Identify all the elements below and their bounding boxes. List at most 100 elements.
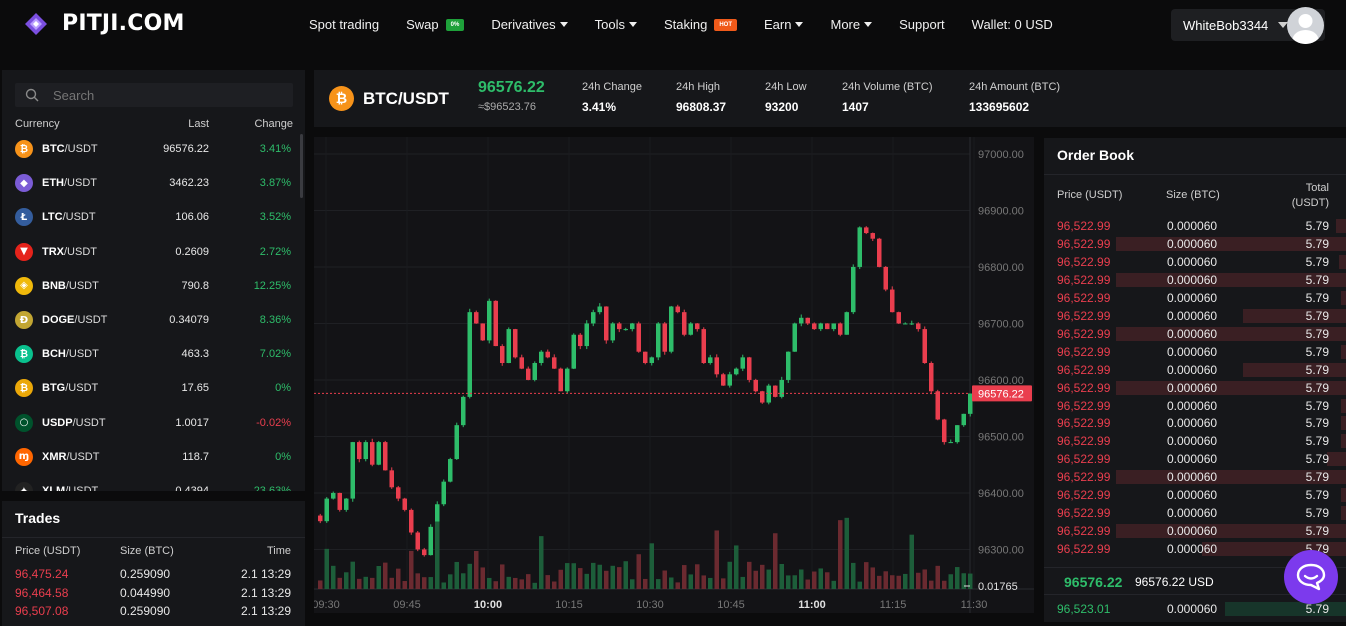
candle-body: [500, 346, 505, 363]
col-total-unit: (USDT): [1291, 197, 1329, 209]
candle-body: [610, 323, 615, 341]
ask-row[interactable]: 96,522.99 0.000060 5.79: [1057, 398, 1346, 415]
depth-bar: [1115, 236, 1346, 251]
ask-row[interactable]: 96,522.99 0.000060 5.79: [1057, 487, 1346, 504]
col-currency: Currency: [15, 118, 60, 130]
ask-row[interactable]: 96,522.99 0.000060 5.79: [1057, 308, 1346, 325]
ask-row[interactable]: 96,522.99 0.000060 5.79: [1057, 326, 1346, 343]
market-change: 23.63%: [253, 485, 291, 491]
candle-body: [786, 351, 791, 380]
market-row[interactable]: Ð DOGE/USDT 0.34079 8.36%: [15, 310, 293, 330]
volume-bar: [617, 567, 622, 589]
candle-body: [474, 312, 479, 324]
candle-body: [396, 487, 401, 499]
ask-row[interactable]: 96,522.99 0.000060 5.79: [1057, 254, 1346, 271]
candle-body: [656, 323, 661, 358]
market-change: 3.87%: [259, 177, 291, 190]
ask-row[interactable]: 96,522.99 0.000060 5.79: [1057, 380, 1346, 397]
nav-item-tools[interactable]: Tools: [595, 17, 637, 32]
candle-body: [929, 363, 934, 392]
nav-label: More: [830, 17, 861, 32]
y-tick-label: 97000.00: [978, 149, 1024, 161]
market-row[interactable]: ✦ XLM/USDT 0.4394 23.63%: [15, 481, 293, 491]
nav-item-wallet-0-usd[interactable]: Wallet: 0 USD: [972, 17, 1053, 32]
candle-body: [948, 442, 953, 444]
volume-bar: [649, 543, 654, 589]
col-price: Price (USDT): [1057, 189, 1123, 201]
candle-body: [623, 329, 628, 331]
stat-value: 1407: [842, 100, 869, 114]
market-scrollbar[interactable]: [300, 134, 303, 198]
pair-name[interactable]: BTC/USDT: [363, 89, 449, 108]
depth-bar: [1242, 362, 1346, 377]
ask-size: 0.000060: [1167, 506, 1218, 521]
volume-bar: [461, 573, 466, 589]
ask-row[interactable]: 96,522.99 0.000060 5.79: [1057, 505, 1346, 522]
market-row[interactable]: ◆ ETH/USDT 3462.23 3.87%: [15, 173, 293, 193]
ask-total: 5.79: [1305, 470, 1329, 485]
market-row[interactable]: ₿ BCH/USDT 463.3 7.02%: [15, 344, 293, 364]
nav-item-more[interactable]: More: [830, 17, 873, 32]
ask-row[interactable]: 96,522.99 0.000060 5.79: [1057, 451, 1346, 468]
trade-size: 0.259090: [120, 604, 171, 618]
candle-body: [695, 323, 700, 330]
candle-body: [324, 498, 329, 522]
caret-down-icon: [864, 22, 873, 27]
pair-base: DOGE: [42, 314, 75, 326]
ask-price: 96,522.99: [1057, 488, 1111, 503]
ask-row[interactable]: 96,522.99 0.000060 5.79: [1057, 362, 1346, 379]
search-input[interactable]: [53, 87, 273, 103]
ask-row[interactable]: 96,522.99 0.000060 5.79: [1057, 469, 1346, 486]
username: WhiteBob3344: [1183, 17, 1269, 33]
nav-item-derivatives[interactable]: Derivatives: [491, 17, 568, 32]
volume-bar: [435, 521, 440, 589]
nav-label: Derivatives: [491, 17, 556, 32]
market-row[interactable]: ▼ TRX/USDT 0.2609 2.72%: [15, 242, 293, 262]
ask-price: 96,522.99: [1057, 542, 1111, 557]
ask-row[interactable]: 96,522.99 0.000060 5.79: [1057, 433, 1346, 450]
nav-item-support[interactable]: Support: [899, 17, 945, 32]
volume-bar: [519, 579, 524, 589]
candle-body: [864, 227, 869, 234]
bid-row[interactable]: 96,523.01 0.000060 5.79: [1057, 601, 1346, 618]
chat-button[interactable]: [1284, 550, 1338, 604]
ask-row[interactable]: 96,522.99 0.000060 5.79: [1057, 344, 1346, 361]
avatar[interactable]: [1287, 7, 1324, 44]
logo[interactable]: PITJI.COM: [24, 11, 185, 36]
candle-body: [448, 459, 453, 482]
ask-row[interactable]: 96,522.99 0.000060 5.79: [1057, 415, 1346, 432]
volume-bar: [968, 573, 973, 589]
market-pair: BCH/USDT: [42, 348, 99, 360]
ask-row[interactable]: 96,522.99 0.000060 5.79: [1057, 218, 1346, 235]
volume-bar: [396, 568, 401, 589]
volume-bar: [448, 574, 453, 589]
volume-bar: [799, 569, 804, 589]
ask-row[interactable]: 96,522.99 0.000060 5.79: [1057, 272, 1346, 289]
search-box[interactable]: [15, 83, 293, 107]
user-menu[interactable]: WhiteBob3344: [1171, 7, 1325, 44]
market-row[interactable]: ₿ BTG/USDT 17.65 0%: [15, 378, 293, 398]
ask-total: 5.79: [1305, 236, 1329, 251]
ask-row[interactable]: 96,522.99 0.000060 5.79: [1057, 236, 1346, 253]
nav-item-spot-trading[interactable]: Spot trading: [309, 17, 379, 32]
nav-item-swap[interactable]: Swap 0%: [406, 17, 465, 32]
ask-price: 96,522.99: [1057, 290, 1111, 305]
trade-size: 0.259090: [120, 567, 171, 581]
market-row[interactable]: Ł LTC/USDT 106.06 3.52%: [15, 207, 293, 227]
market-row[interactable]: ◈ BNB/USDT 790.8 12.25%: [15, 276, 293, 296]
col-price: Price (USDT): [15, 545, 81, 557]
market-row[interactable]: ₿ BTC/USDT 96576.22 3.41%: [15, 139, 293, 159]
ask-total: 5.79: [1305, 380, 1329, 395]
nav-item-earn[interactable]: Earn: [764, 17, 804, 32]
price-chart[interactable]: 97000.00 96900.00 96800.00 96700.00 96600.00…: [314, 137, 1034, 613]
volume-bar: [552, 581, 557, 589]
ask-row[interactable]: 96,522.99 0.000060 5.79: [1057, 523, 1346, 540]
candle-body: [402, 498, 407, 510]
volume-bar: [370, 577, 375, 589]
volume-bar: [740, 576, 745, 589]
candlestick-chart[interactable]: 97000.00 96900.00 96800.00 96700.00 96600.00…: [314, 137, 1034, 613]
nav-item-staking[interactable]: Staking HOT: [664, 17, 738, 32]
market-row[interactable]: ○ USDP/USDT 1.0017 -0.02%: [15, 413, 293, 433]
ask-row[interactable]: 96,522.99 0.000060 5.79: [1057, 290, 1346, 307]
market-row[interactable]: ɱ XMR/USDT 118.7 0%: [15, 447, 293, 467]
